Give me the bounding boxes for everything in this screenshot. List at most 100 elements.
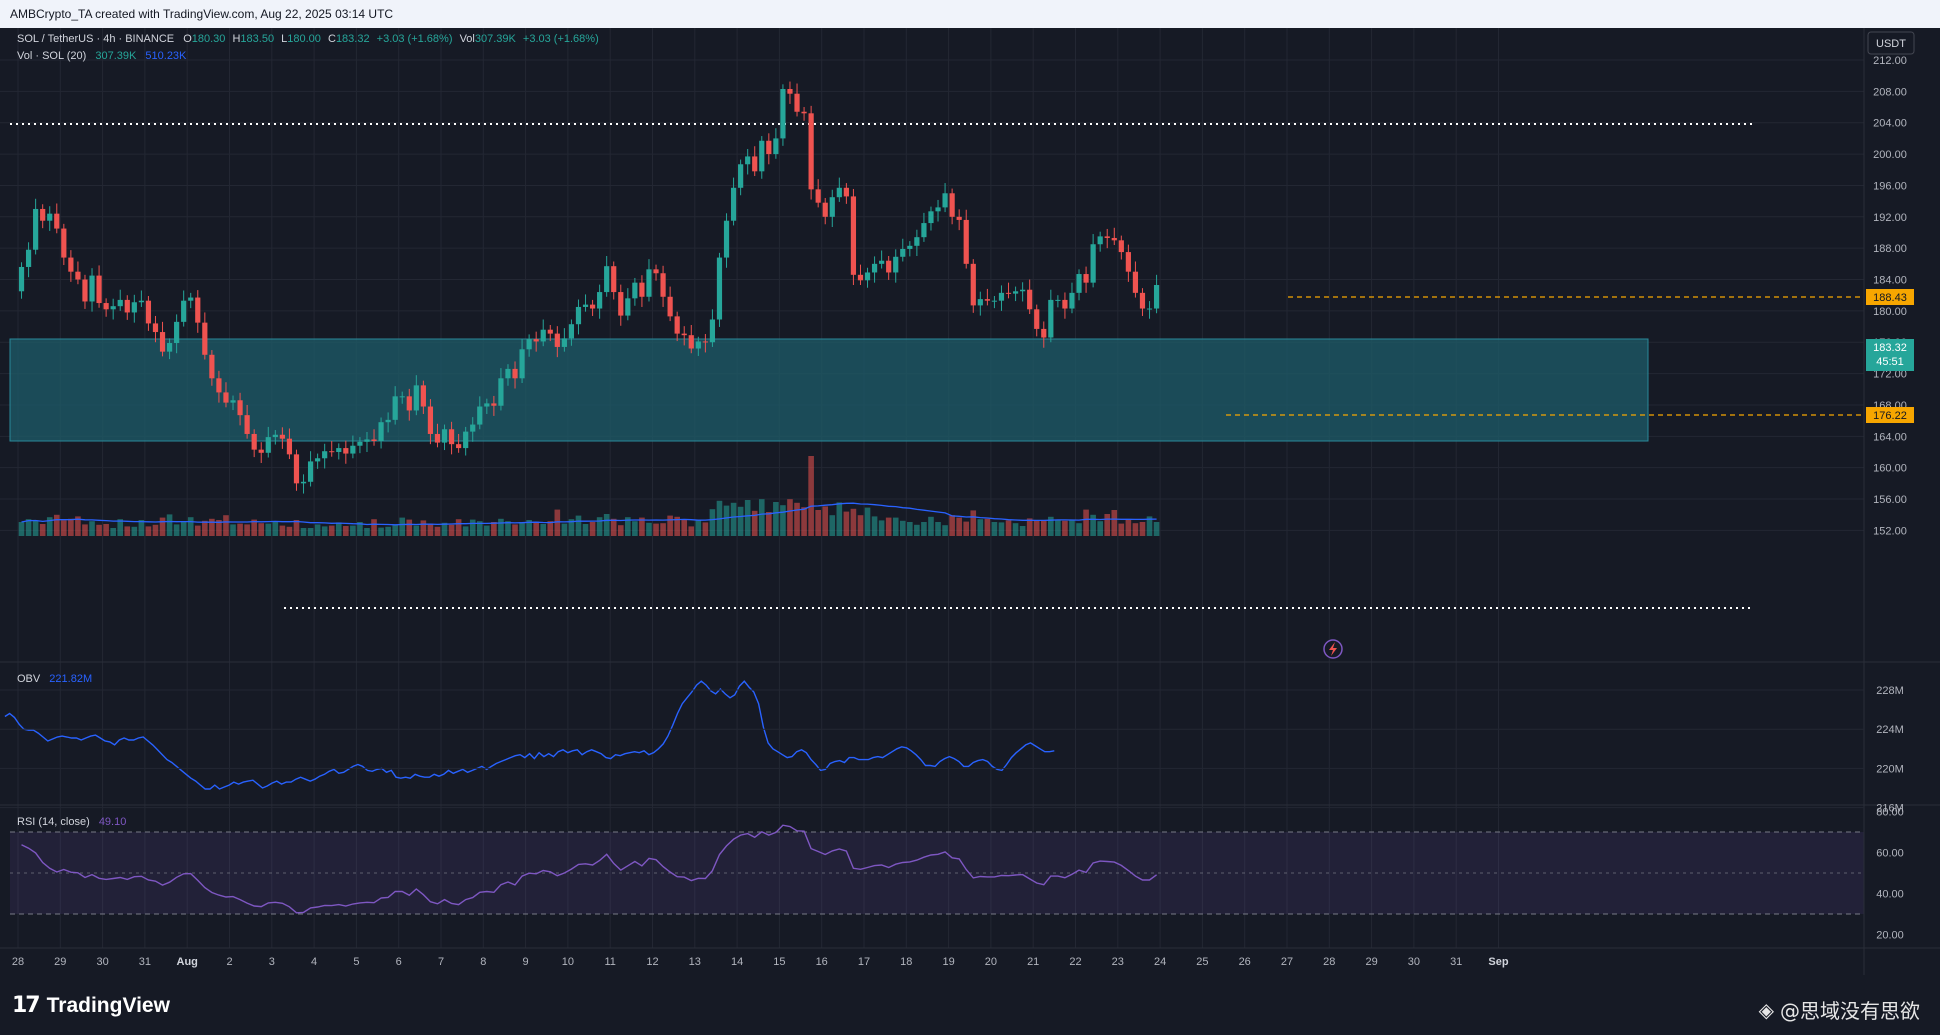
candle-body — [1125, 252, 1131, 272]
tradingview-logo[interactable]: 17 TradingView — [12, 993, 170, 1018]
volume-bar — [1005, 520, 1012, 536]
candle-body — [110, 306, 116, 310]
obv-tick-label: 216M — [1876, 803, 1904, 815]
bar-countdown: 45:51 — [1876, 356, 1904, 368]
candle-body — [505, 368, 511, 379]
volume-bar — [512, 524, 518, 536]
time-label: 3 — [269, 956, 275, 968]
tradingview-mark-icon: 17 — [12, 993, 41, 1018]
candle-body — [836, 187, 842, 198]
candle-body — [1048, 299, 1054, 338]
candle-body — [723, 220, 730, 258]
candle-body — [801, 111, 807, 114]
candle-body — [808, 113, 814, 190]
candle-body — [470, 424, 476, 432]
volume-bar — [801, 507, 807, 536]
footer: 17 TradingView ◈ @思域没有思欲 — [0, 975, 1940, 1035]
tradingview-chart[interactable]: USDT 212.00 208.00 204.00 200.00 196.00 192.0… — [0, 28, 1940, 975]
time-label: 9 — [523, 956, 529, 968]
binance-diamond-icon: ◈ — [1758, 997, 1774, 1022]
candle-body — [568, 324, 575, 339]
candle-body — [307, 461, 314, 482]
candle-body — [336, 448, 342, 452]
open-value: 180.30 — [192, 33, 226, 45]
currency-button[interactable] — [1867, 31, 1915, 55]
time-label: 6 — [396, 956, 402, 968]
volume-bar — [1097, 521, 1103, 536]
obv-tick-label: 228M — [1876, 685, 1904, 697]
volume-bar — [124, 526, 131, 536]
volume-bar — [589, 522, 596, 536]
volume-bar — [702, 522, 709, 536]
candle-body — [928, 211, 934, 224]
candle-body — [399, 396, 405, 398]
volume-bar — [103, 524, 109, 536]
volume-bar — [1048, 516, 1054, 536]
candle-body — [561, 338, 567, 347]
volume-bar — [928, 516, 934, 536]
volume-bar — [561, 523, 568, 536]
candle-body — [787, 89, 793, 94]
volume-bar — [582, 524, 589, 536]
candle-body — [632, 282, 638, 299]
volume-bar — [321, 526, 328, 536]
candle-body — [329, 451, 335, 453]
volume-bar — [385, 526, 391, 536]
volume-bar — [907, 522, 913, 536]
time-label: 10 — [562, 956, 574, 968]
price-tick-label: 164.00 — [1873, 431, 1907, 443]
time-label: 20 — [985, 956, 997, 968]
svg-text:Vol · SOL (20) 307.39K: Vol · SOL (20) 307.39K 510.23K — [17, 50, 187, 62]
volume-bars — [18, 456, 1160, 536]
candle-body — [759, 140, 765, 172]
candle-body — [604, 266, 610, 293]
obv-label: OBV — [17, 673, 41, 685]
volume-bar — [1040, 520, 1047, 536]
volume-bar — [942, 525, 948, 536]
price-tick-label: 192.00 — [1873, 212, 1907, 224]
volume-bar — [991, 522, 998, 536]
volume-bar — [96, 524, 102, 536]
time-label: 17 — [858, 956, 870, 968]
candle-body — [773, 138, 779, 155]
candle-body — [1005, 292, 1012, 294]
time-label: 31 — [1450, 956, 1462, 968]
time-label: 26 — [1239, 956, 1251, 968]
volume-bar — [441, 522, 448, 536]
candle-body — [900, 248, 906, 257]
volume-bar — [632, 521, 638, 536]
candle-body — [434, 433, 441, 443]
level-high-label: 188.43 — [1873, 292, 1907, 304]
volume-bar — [335, 522, 342, 536]
candle-body — [293, 454, 300, 484]
volume-bar — [568, 519, 575, 536]
volume-change: +3.03 (+1.68%) — [523, 33, 599, 45]
candle-body — [322, 451, 328, 459]
candle-body — [286, 438, 293, 455]
candle-body — [907, 245, 913, 249]
time-label: 7 — [438, 956, 444, 968]
rsi-tick-label: 20.00 — [1876, 930, 1904, 942]
volume-bar — [737, 506, 744, 536]
volume-bar — [448, 524, 455, 536]
volume-bar — [610, 518, 617, 536]
bolt-icon[interactable] — [1323, 639, 1343, 659]
candle-body — [1076, 274, 1082, 293]
volume-bar — [328, 525, 335, 536]
volume-bar — [885, 517, 892, 536]
candle-body — [54, 213, 60, 229]
volume-bar — [547, 521, 554, 536]
rsi-line — [21, 824, 1158, 914]
volume-bar — [1125, 519, 1132, 536]
chart-caption: AMBCrypto_TA created with TradingView.co… — [0, 0, 1940, 28]
candle-body — [526, 339, 532, 350]
candle-body — [1111, 237, 1117, 241]
candle-body — [103, 303, 109, 310]
candle-body — [68, 257, 74, 272]
candle-body — [970, 263, 976, 306]
volume-bar — [681, 519, 688, 536]
candle-body — [914, 237, 920, 246]
candle-body — [864, 272, 871, 281]
time-label: 11 — [604, 956, 615, 968]
volume-bar — [864, 507, 871, 536]
